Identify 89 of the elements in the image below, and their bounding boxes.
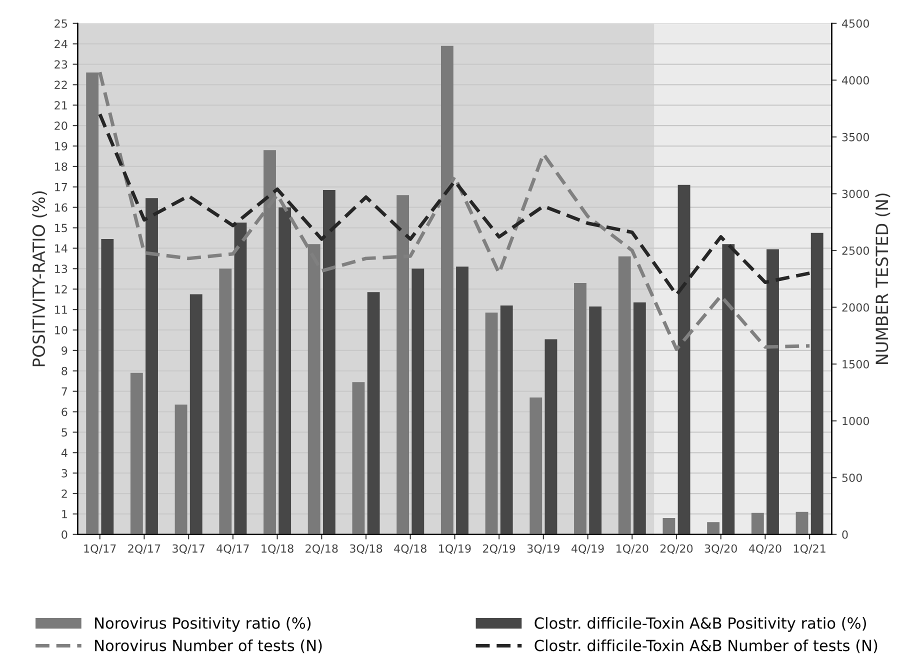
x-tick-label: 3Q/18 bbox=[350, 544, 382, 554]
x-tick-label: 3Q/19 bbox=[527, 544, 560, 554]
bar bbox=[574, 282, 586, 534]
bar bbox=[796, 512, 808, 534]
x-tick-label: 2Q/18 bbox=[306, 544, 338, 554]
bar bbox=[278, 207, 292, 534]
bar bbox=[662, 518, 676, 534]
x-tick-label: 2Q/17 bbox=[128, 544, 160, 554]
bar bbox=[412, 268, 424, 534]
y-tick-label: 16 bbox=[55, 203, 68, 212]
x-tick-label: 4Q/18 bbox=[394, 544, 426, 554]
y2-axis-title: NUMBER TESTED (N) bbox=[875, 194, 890, 364]
bar bbox=[174, 404, 188, 534]
bar bbox=[678, 184, 690, 534]
x-tick-label: 1Q/19 bbox=[439, 544, 471, 554]
x-tick-label: 1Q/17 bbox=[84, 544, 116, 554]
bar bbox=[810, 232, 824, 534]
bar bbox=[101, 239, 114, 534]
bar bbox=[190, 294, 202, 534]
bar bbox=[146, 198, 158, 534]
y-tick-label: 19 bbox=[55, 142, 68, 150]
y-tick-label: 22 bbox=[54, 80, 67, 89]
bar bbox=[544, 339, 558, 534]
y-tick-label: 0 bbox=[62, 530, 68, 539]
x-tick-label: 3Q/20 bbox=[704, 544, 737, 554]
bar bbox=[322, 190, 336, 534]
bar bbox=[618, 256, 631, 534]
bar bbox=[219, 268, 232, 534]
y-tick-label: 13 bbox=[55, 264, 68, 274]
y-tick-label: 8 bbox=[62, 366, 68, 376]
x-tick-label: 4Q/17 bbox=[216, 544, 249, 554]
bar bbox=[367, 292, 380, 534]
y2-tick-label: 1000 bbox=[842, 416, 869, 426]
y-axis-title: POSITIVITY-RATIO (%) bbox=[32, 191, 48, 366]
y-tick-label: 12 bbox=[55, 285, 67, 294]
y-tick-label: 23 bbox=[54, 60, 68, 69]
bar bbox=[633, 302, 646, 534]
legend-label: Clostr. difficile-Toxin A&B Number of tests (N) bbox=[534, 639, 878, 654]
bar bbox=[766, 249, 779, 534]
y-tick-label: 6 bbox=[62, 408, 68, 416]
bar bbox=[530, 397, 542, 534]
y2-tick-label: 2000 bbox=[842, 303, 869, 312]
bar bbox=[352, 382, 365, 534]
y-tick-label: 24 bbox=[54, 40, 68, 48]
x-tick-label: 1Q/20 bbox=[616, 544, 648, 554]
y-tick-label: 18 bbox=[55, 162, 68, 171]
x-tick-label: 2Q/19 bbox=[483, 544, 516, 554]
bar bbox=[722, 244, 735, 534]
legend-label: Norovirus Number of tests (N) bbox=[95, 639, 322, 654]
x-tick-label: 1Q/21 bbox=[794, 544, 826, 554]
y2-tick-label: 0 bbox=[842, 530, 848, 539]
legend-label: Clostr. difficile-Toxin A&B Positivity ratio (%) bbox=[534, 617, 866, 632]
bar bbox=[589, 306, 602, 534]
y2-tick-label: 3000 bbox=[842, 190, 869, 198]
y-tick-label: 5 bbox=[62, 428, 67, 437]
y2-tick-label: 4500 bbox=[842, 19, 869, 28]
x-tick-label: 4Q/20 bbox=[748, 544, 782, 554]
y2-tick-label: 1500 bbox=[842, 360, 869, 368]
y-tick-label: 9 bbox=[62, 346, 68, 355]
x-tick-label: 2Q/20 bbox=[660, 544, 693, 554]
bar bbox=[500, 305, 513, 534]
y-tick-label: 21 bbox=[54, 101, 67, 110]
bar bbox=[456, 266, 468, 534]
bar bbox=[751, 512, 764, 534]
bar bbox=[234, 222, 247, 534]
line-series bbox=[98, 112, 812, 297]
bar bbox=[130, 372, 143, 534]
y-tick-label: 14 bbox=[55, 244, 68, 252]
x-tick-label: 1Q/18 bbox=[262, 544, 294, 554]
y2-tick-label: 3500 bbox=[842, 132, 869, 142]
y-tick-label: 17 bbox=[55, 183, 68, 192]
y-tick-label: 15 bbox=[55, 224, 67, 232]
bar bbox=[707, 522, 720, 534]
y2-tick-label: 4000 bbox=[842, 76, 869, 85]
x-tick-label: 4Q/19 bbox=[571, 544, 604, 554]
y-tick-label: 20 bbox=[54, 122, 68, 130]
y-tick-label: 4 bbox=[61, 448, 68, 457]
y-tick-label: 2 bbox=[62, 489, 67, 498]
y-tick-label: 25 bbox=[54, 19, 67, 28]
bar bbox=[485, 312, 498, 534]
x-tick-label: 3Q/17 bbox=[172, 544, 204, 554]
y-tick-label: 3 bbox=[62, 469, 68, 478]
y2-tick-label: 2500 bbox=[842, 246, 869, 255]
y-tick-label: 10 bbox=[55, 326, 68, 334]
y2-tick-label: 500 bbox=[842, 474, 862, 482]
y-tick-label: 7 bbox=[62, 387, 68, 396]
y-tick-label: 11 bbox=[55, 306, 67, 314]
legend-label: Norovirus Positivity ratio (%) bbox=[95, 617, 311, 632]
y-tick-label: 1 bbox=[62, 510, 67, 518]
